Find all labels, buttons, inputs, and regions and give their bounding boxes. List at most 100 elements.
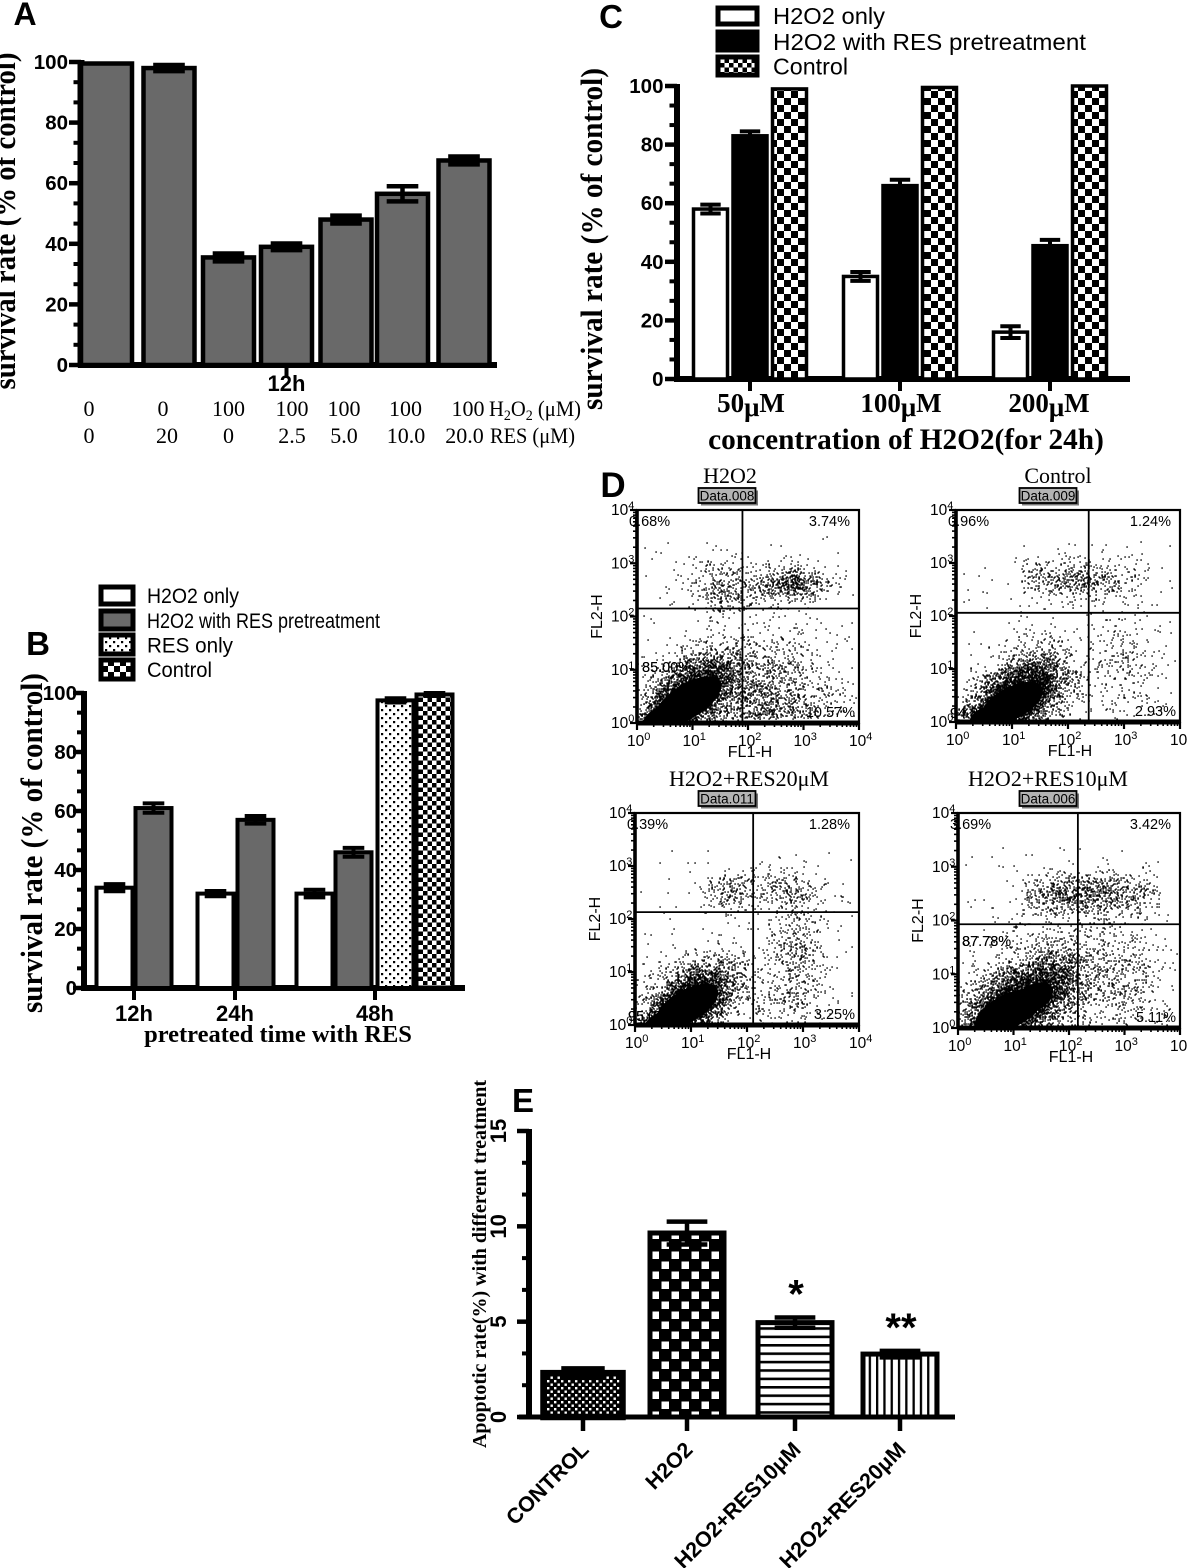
svg-text:FL1-H: FL1-H (728, 744, 772, 761)
svg-text:85.00%: 85.00% (642, 660, 691, 676)
svg-text:H2O2: H2O2 (641, 1438, 698, 1495)
svg-text:101: 101 (683, 731, 706, 750)
svg-text:101: 101 (1002, 730, 1025, 749)
svg-text:H2O2 with RES pretreatment: H2O2 with RES pretreatment (147, 609, 380, 633)
svg-text:5.0: 5.0 (330, 423, 358, 448)
svg-text:A: A (13, 0, 36, 32)
svg-text:RES (μM): RES (μM) (490, 423, 575, 448)
svg-text:101: 101 (609, 962, 632, 981)
svg-text:103: 103 (793, 1033, 816, 1052)
svg-text:100μM: 100μM (860, 388, 941, 422)
svg-text:100: 100 (43, 682, 77, 705)
svg-text:0.68%: 0.68% (629, 514, 670, 530)
svg-text:200μM: 200μM (1008, 388, 1089, 422)
svg-text:Data.009: Data.009 (1021, 489, 1076, 504)
svg-text:100: 100 (625, 1033, 648, 1052)
svg-text:87.78%: 87.78% (962, 934, 1011, 950)
svg-text:0: 0 (223, 423, 234, 448)
svg-text:87.78%: 87.78% (962, 934, 1011, 950)
svg-text:Control: Control (773, 54, 848, 80)
svg-text:CONTROL: CONTROL (501, 1438, 593, 1530)
svg-text:100: 100 (452, 396, 485, 421)
svg-text:1.28%: 1.28% (809, 817, 850, 833)
svg-text:103: 103 (1114, 730, 1137, 749)
svg-text:**: ** (885, 1306, 917, 1350)
svg-text:101: 101 (932, 964, 955, 983)
svg-text:2.93%: 2.93% (1135, 704, 1176, 720)
svg-text:20: 20 (156, 423, 178, 448)
svg-text:100: 100 (932, 1018, 955, 1037)
svg-text:40: 40 (45, 233, 68, 256)
svg-text:concentration of H2O2(for 24h): concentration of H2O2(for 24h) (708, 424, 1104, 456)
svg-text:100: 100 (627, 731, 650, 750)
svg-text:102: 102 (932, 911, 955, 930)
svg-text:survival rate (% of control): survival rate (% of control) (574, 68, 609, 410)
svg-text:94.88%: 94.88% (950, 706, 999, 722)
svg-text:E: E (512, 1082, 534, 1119)
svg-text:100: 100 (34, 51, 68, 74)
svg-text:Data.006: Data.006 (1021, 792, 1076, 807)
svg-text:40: 40 (641, 251, 664, 274)
svg-text:15: 15 (486, 1119, 511, 1143)
svg-text:0: 0 (84, 423, 95, 448)
svg-text:H2O2: H2O2 (703, 463, 757, 488)
svg-text:48h: 48h (356, 1001, 394, 1026)
svg-text:102: 102 (609, 909, 632, 928)
svg-text:101: 101 (1004, 1036, 1027, 1055)
svg-text:60: 60 (45, 172, 68, 195)
svg-text:80: 80 (45, 112, 68, 135)
svg-text:100: 100 (212, 396, 245, 421)
svg-text:95.07%: 95.07% (628, 1009, 677, 1025)
svg-text:H2O2+RES20μM: H2O2+RES20μM (669, 766, 829, 791)
svg-text:80: 80 (641, 134, 664, 157)
svg-text:RES only: RES only (147, 634, 233, 658)
svg-text:20: 20 (54, 918, 77, 941)
svg-text:103: 103 (794, 731, 817, 750)
svg-text:0: 0 (158, 396, 169, 421)
svg-text:103: 103 (1115, 1036, 1138, 1055)
svg-text:100: 100 (389, 396, 422, 421)
svg-text:Apoptotic rate(%) with differe: Apoptotic rate(%) with different treatme… (469, 1080, 491, 1448)
svg-text:104: 104 (1170, 730, 1187, 749)
svg-text:104: 104 (1170, 1036, 1187, 1055)
svg-text:survival rate (% of control): survival rate (% of control) (0, 53, 22, 390)
svg-text:12h: 12h (115, 1001, 153, 1026)
svg-text:100: 100 (629, 75, 663, 98)
svg-text:50μM: 50μM (717, 388, 785, 422)
svg-text:101: 101 (930, 659, 953, 678)
svg-text:80: 80 (54, 741, 77, 764)
svg-text:103: 103 (932, 857, 955, 876)
svg-text:H2O2+RES10μM: H2O2+RES10μM (968, 766, 1128, 791)
svg-text:103: 103 (930, 553, 953, 572)
svg-text:0: 0 (66, 977, 77, 1000)
svg-text:103: 103 (611, 553, 634, 572)
svg-text:FL2-H: FL2-H (910, 898, 927, 942)
svg-text:H2O2 (μM): H2O2 (μM) (489, 396, 581, 424)
svg-text:100: 100 (946, 730, 969, 749)
svg-text:pretreated time with RES: pretreated time with RES (144, 1021, 412, 1048)
svg-text:60: 60 (641, 192, 664, 215)
svg-text:0: 0 (57, 354, 68, 377)
svg-text:102: 102 (611, 607, 634, 626)
svg-text:Control: Control (1024, 463, 1091, 488)
svg-text:10: 10 (486, 1214, 511, 1238)
svg-text:100: 100 (276, 396, 309, 421)
svg-text:D: D (600, 466, 625, 505)
svg-text:H2O2 only: H2O2 only (773, 3, 885, 29)
svg-text:0: 0 (84, 396, 95, 421)
svg-text:survival rate (% of control): survival rate (% of control) (14, 673, 49, 1013)
svg-text:3.25%: 3.25% (814, 1007, 855, 1023)
svg-text:103: 103 (609, 856, 632, 875)
svg-text:C: C (599, 0, 623, 35)
svg-text:10.57%: 10.57% (806, 705, 855, 721)
svg-text:B: B (26, 625, 50, 662)
svg-text:Control: Control (147, 658, 212, 682)
svg-text:5: 5 (486, 1316, 511, 1328)
svg-text:0.96%: 0.96% (948, 514, 989, 530)
svg-text:3.74%: 3.74% (809, 514, 850, 530)
svg-text:40: 40 (54, 859, 77, 882)
svg-text:0.39%: 0.39% (627, 817, 668, 833)
svg-text:24h: 24h (216, 1001, 254, 1026)
svg-text:Data.008: Data.008 (700, 489, 755, 504)
svg-text:100: 100 (948, 1036, 971, 1055)
